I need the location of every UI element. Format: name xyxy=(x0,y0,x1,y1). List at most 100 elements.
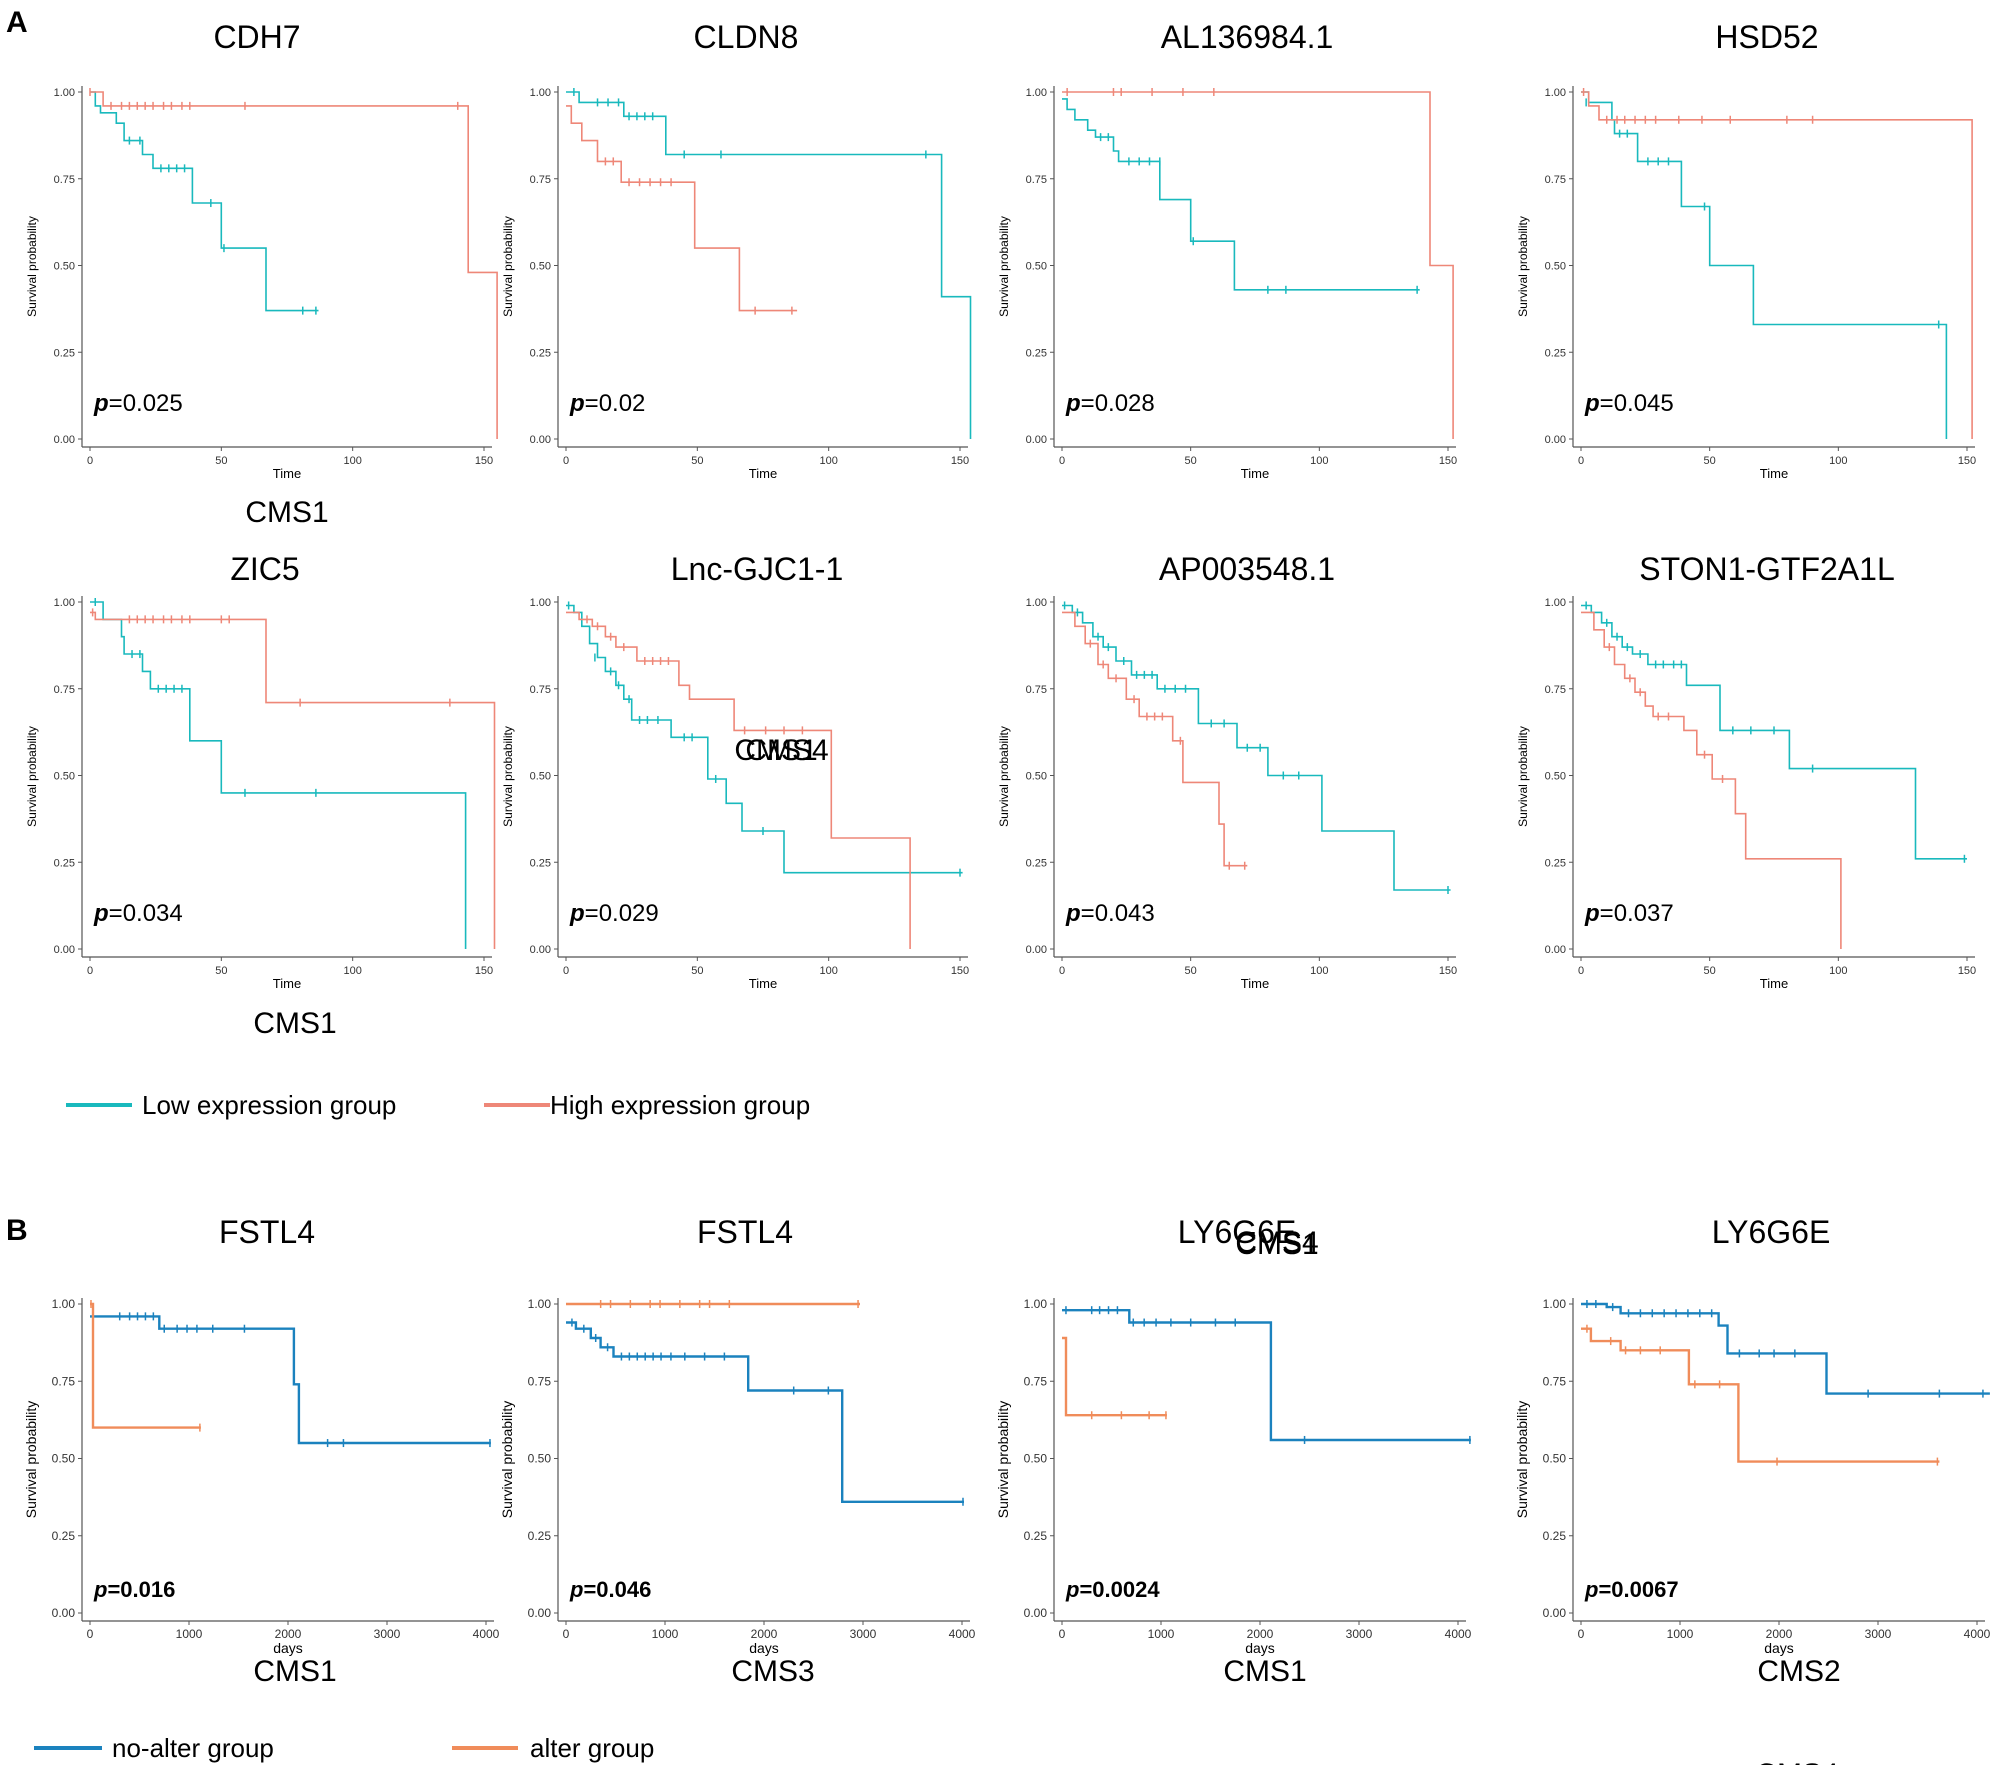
p-number: =0.037 xyxy=(1600,900,1674,927)
y-tick-label: 0.00 xyxy=(1026,434,1047,446)
survival-curve-low xyxy=(90,91,319,312)
y-tick-label: 0.75 xyxy=(1024,1374,1048,1388)
y-tick-label: 0.50 xyxy=(530,771,551,783)
y-tick-label: 0.00 xyxy=(1545,434,1566,446)
survival-curve-low xyxy=(1581,604,1967,860)
x-tick-label: 100 xyxy=(1310,965,1328,977)
x-tick-label: 100 xyxy=(819,455,837,467)
p-value: p=0.025 xyxy=(93,390,183,417)
x-tick-label: 100 xyxy=(819,965,837,977)
plot-subtitle: CMS1 xyxy=(1235,1228,1318,1261)
p-symbol: p xyxy=(569,390,585,417)
p-symbol: p xyxy=(1584,900,1600,927)
y-axis-label: Survival probability xyxy=(25,216,39,317)
x-tick-label: 0 xyxy=(563,965,569,977)
plot-title: Lnc-GJC1-1 xyxy=(671,551,844,587)
y-axis-label: Survival probability xyxy=(501,726,515,827)
y-axis-label: Survival probability xyxy=(997,216,1011,317)
survival-curve-low xyxy=(1062,98,1420,291)
p-number: =0.046 xyxy=(583,1577,651,1602)
y-tick-label: 1.00 xyxy=(52,1297,76,1311)
y-tick-label: 0.50 xyxy=(52,1452,76,1466)
y-tick-label: 0.00 xyxy=(1024,1606,1048,1620)
x-axis-label: Time xyxy=(273,976,301,991)
x-tick-label: 0 xyxy=(1059,455,1065,467)
km-plot-4: HSD52 CMS1 0.00 0.25 0.50 0.75 1.00 0 50 100 150 Ti… xyxy=(1516,19,1976,1765)
y-tick-label: 0.50 xyxy=(1026,261,1047,273)
p-number: =0.034 xyxy=(109,900,183,927)
y-tick-label: 0.00 xyxy=(54,434,75,446)
survival-curve-high xyxy=(566,105,798,312)
plot-subtitle: CMS1 xyxy=(253,1007,336,1040)
km-plot-2: CLDN8 CMS1 0.00 0.25 0.50 0.75 1.00 0 50 100 150 Ti… xyxy=(501,19,972,767)
y-tick-label: 0.50 xyxy=(54,261,75,273)
p-number: =0.028 xyxy=(1081,390,1155,417)
x-tick-label: 0 xyxy=(87,455,93,467)
y-tick-label: 0.25 xyxy=(1545,347,1566,359)
y-tick-label: 0.25 xyxy=(54,857,75,869)
p-number: =0.02 xyxy=(585,390,646,417)
x-tick-label: 150 xyxy=(1439,965,1457,977)
plot-title: LY6G6E xyxy=(1712,1214,1831,1250)
x-tick-label: 0 xyxy=(1059,965,1065,977)
legend-b-alter-label: alter group xyxy=(530,1733,654,1763)
survival-curve-low xyxy=(566,91,972,439)
plot-subtitle: CMS1 xyxy=(245,496,328,529)
x-tick-label: 1000 xyxy=(652,1627,679,1641)
y-tick-label: 1.00 xyxy=(1545,597,1566,609)
x-tick-label: 4000 xyxy=(1964,1627,1990,1641)
panel-label-a: A xyxy=(6,6,28,39)
p-symbol: p xyxy=(93,1577,107,1602)
y-tick-label: 0.50 xyxy=(1545,261,1566,273)
p-value: p=0.029 xyxy=(569,900,659,927)
legend-a: Low expression group High expression gro… xyxy=(66,1090,810,1120)
x-tick-label: 2000 xyxy=(1247,1627,1274,1641)
p-symbol: p xyxy=(1065,1577,1079,1602)
y-tick-label: 0.25 xyxy=(1024,1529,1048,1543)
y-tick-label: 0.50 xyxy=(528,1452,552,1466)
plot-subtitle: CMS1 xyxy=(1755,1760,1838,1765)
survival-curve-low xyxy=(90,1315,491,1445)
x-tick-label: 50 xyxy=(691,455,703,467)
y-tick-label: 0.25 xyxy=(1026,347,1047,359)
y-tick-label: 0.75 xyxy=(1026,174,1047,186)
p-symbol: p xyxy=(93,900,109,927)
y-tick-label: 0.00 xyxy=(1026,944,1047,956)
p-symbol: p xyxy=(569,900,585,927)
x-tick-label: 0 xyxy=(563,455,569,467)
legend-b-noalter-label: no-alter group xyxy=(112,1733,274,1763)
y-axis-label: Survival probability xyxy=(1516,726,1530,827)
x-tick-label: 2000 xyxy=(751,1627,778,1641)
survival-curve-high xyxy=(1062,1336,1167,1417)
p-number: =0.045 xyxy=(1600,390,1674,417)
survival-curve-low xyxy=(1581,91,1948,439)
x-tick-label: 3000 xyxy=(1865,1627,1892,1641)
legend-b: no-alter group alter group xyxy=(34,1733,654,1763)
y-axis-label: Survival probability xyxy=(23,1401,39,1519)
x-tick-label: 50 xyxy=(1185,965,1197,977)
y-tick-label: 0.25 xyxy=(528,1529,552,1543)
km-plot-10: FSTL4 CMS3 0.00 0.25 0.50 0.75 1.00 0 1000 2000 30… xyxy=(499,1214,976,1688)
y-tick-label: 0.25 xyxy=(1543,1529,1567,1543)
y-tick-label: 1.00 xyxy=(530,87,551,99)
y-tick-label: 1.00 xyxy=(1543,1297,1567,1311)
y-axis-label: Survival probability xyxy=(25,726,39,827)
x-tick-label: 100 xyxy=(343,455,361,467)
x-axis-label: days xyxy=(1764,1640,1794,1656)
x-tick-label: 100 xyxy=(343,965,361,977)
survival-curve-low xyxy=(566,604,963,874)
y-tick-label: 0.75 xyxy=(528,1374,552,1388)
y-axis-label: Survival probability xyxy=(1516,216,1530,317)
y-axis-label: Survival probability xyxy=(997,726,1011,827)
y-tick-label: 0.50 xyxy=(54,771,75,783)
p-symbol: p xyxy=(1065,900,1081,927)
x-tick-label: 0 xyxy=(1059,1627,1066,1641)
y-axis-label: Survival probability xyxy=(499,1401,515,1519)
x-tick-label: 1000 xyxy=(1667,1627,1694,1641)
x-tick-label: 150 xyxy=(475,965,493,977)
p-value: p=0.046 xyxy=(569,1577,651,1602)
y-tick-label: 0.75 xyxy=(1543,1374,1567,1388)
p-number: =0.016 xyxy=(107,1577,175,1602)
